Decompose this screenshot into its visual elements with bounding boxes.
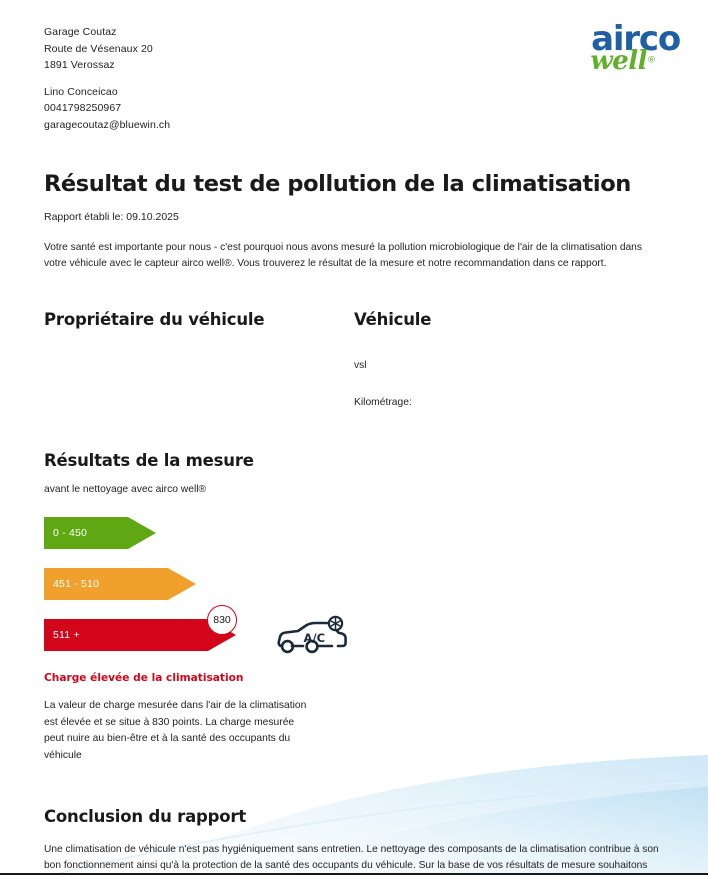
scale-band-red-label: 511 +: [53, 629, 80, 641]
owner-column: Propriétaire du véhicule: [44, 310, 354, 411]
vehicle-heading: Véhicule: [354, 310, 432, 329]
results-subtitle: avant le nettoyage avec airco well®: [44, 484, 207, 495]
registered-mark-icon: ®: [647, 55, 656, 66]
scale-band-orange-arrow-icon: [168, 568, 196, 600]
car-ac-label: A/C: [304, 631, 326, 645]
scale-band-orange-body: 451 - 510: [44, 568, 168, 600]
scale-band-orange-label: 451 - 510: [53, 578, 100, 590]
results-heading: Résultats de la mesure: [44, 451, 254, 470]
scale-band-green-label: 0 - 450: [53, 527, 88, 539]
page-title: Résultat du test de pollution de la clim…: [44, 171, 631, 197]
logo-well-text: well: [590, 46, 647, 76]
car-ac-icon: A/C: [276, 615, 348, 662]
logo-well-wrap: well®: [560, 46, 680, 76]
measured-value-badge: 830: [207, 605, 237, 635]
warning-body: La valeur de charge mesurée dans l'air d…: [44, 700, 307, 761]
contact-name: Lino Conceicao: [44, 85, 118, 98]
conclusion-body: Une climatisation de véhicule n'est pas …: [44, 844, 659, 871]
contact-phone: 0041798250967: [44, 102, 122, 114]
contact-email: garagecoutaz@bluewin.ch: [44, 118, 171, 131]
conclusion-section: Conclusion du rapport Une climatisation …: [0, 807, 708, 873]
snowflake-icon: [327, 615, 344, 632]
scale-band-red: 511 +: [44, 619, 664, 651]
document-header: Garage Coutaz Route de Vésenaux 20 1891 …: [0, 0, 708, 133]
vehicle-column: Véhicule vsl Kilométrage:: [354, 310, 664, 411]
vehicle-model: vsl: [354, 360, 367, 371]
conclusion-heading: Conclusion du rapport: [44, 807, 247, 826]
measurement-results-section: Résultats de la mesure avant le nettoyag…: [0, 451, 708, 764]
street-address: Route de Vésenaux 20: [44, 42, 153, 55]
report-date: Rapport établi le: 09.10.2025: [44, 211, 179, 223]
scale-band-orange: 451 - 510: [44, 568, 664, 600]
scale-band-green-body: 0 - 450: [44, 517, 128, 549]
measured-value-text: 830: [213, 614, 231, 626]
scale-band-green-arrow-icon: [128, 517, 156, 549]
airco-well-logo: airco well®: [560, 19, 681, 84]
scale-band-row: 511 + 830: [44, 605, 664, 654]
vehicle-mileage-label: Kilométrage:: [354, 397, 412, 408]
vehicle-details: vsl Kilométrage:: [354, 357, 664, 411]
sender-address-block: Garage Coutaz Route de Vésenaux 20 1891 …: [44, 24, 678, 133]
logo-airco-text: airco: [591, 19, 681, 59]
owner-vehicle-section: Propriétaire du véhicule Véhicule vsl Ki…: [0, 310, 708, 411]
pollution-scale-chart: 0 - 450 451 - 510: [44, 517, 664, 654]
scale-band-green: 0 - 450: [44, 517, 664, 549]
intro-paragraph: Votre santé est importante pour nous - c…: [44, 242, 642, 269]
warning-title: Charge élevée de la climatisation: [44, 672, 244, 684]
company-name: Garage Coutaz: [44, 26, 117, 38]
scale-band-row: 0 - 450: [44, 517, 664, 549]
scale-band-row: 451 - 510: [44, 568, 664, 600]
scale-band-red-body: 511 +: [44, 619, 208, 651]
owner-heading: Propriétaire du véhicule: [44, 310, 265, 329]
city-address: 1891 Verossaz: [44, 59, 115, 71]
